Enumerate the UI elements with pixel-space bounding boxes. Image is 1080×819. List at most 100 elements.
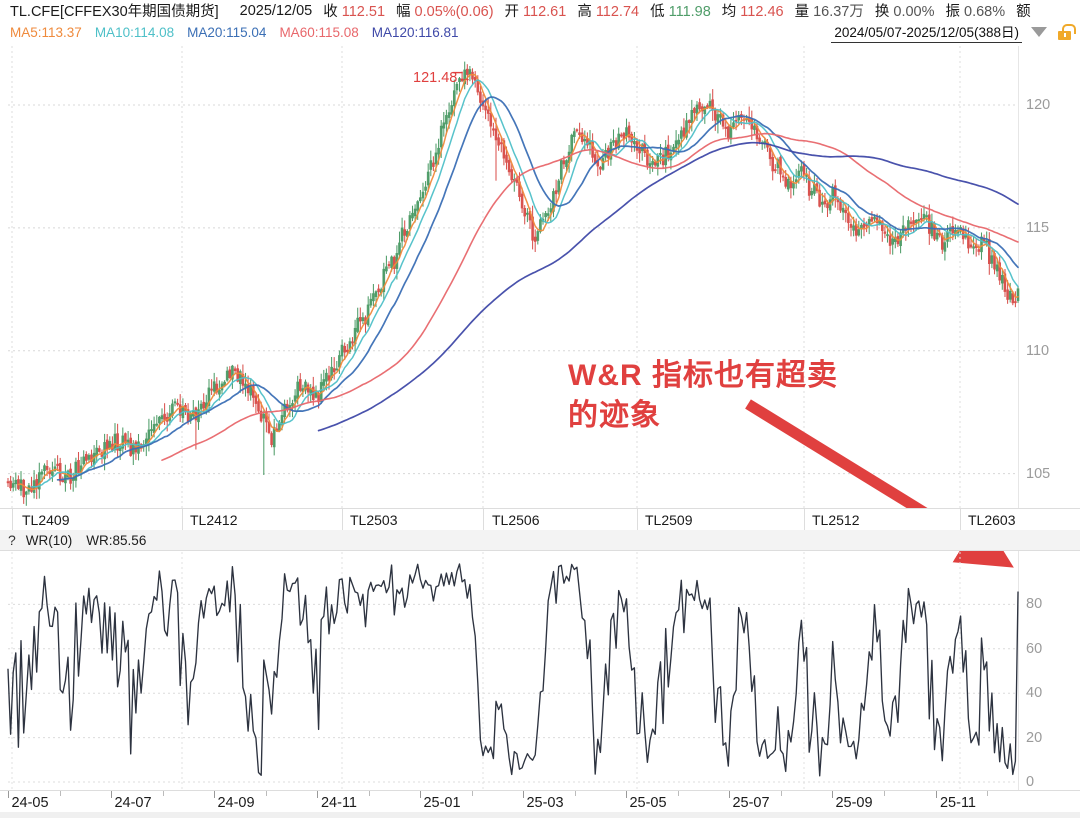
wr-y-tick-label: 80 xyxy=(1026,596,1043,613)
analysis-annotation-text: W&R 指标也有超卖 的迹象 xyxy=(568,359,838,432)
quote-field-label: 振 xyxy=(945,4,961,20)
quote-field-value: 112.51 xyxy=(341,4,386,20)
date-tick xyxy=(884,791,885,796)
date-axis-label: 25-11 xyxy=(939,795,977,811)
quote-field-value: 112.61 xyxy=(523,4,567,20)
date-tick xyxy=(420,791,421,798)
contract-tick xyxy=(483,509,484,531)
contract-tick xyxy=(960,509,961,531)
price-y-tick-label: 110 xyxy=(1026,342,1050,359)
quote-field-value: 0.68% xyxy=(964,4,1006,20)
wr-chart-panel[interactable] xyxy=(0,552,1080,790)
ma120-legend[interactable]: MA120:116.81 xyxy=(371,24,459,40)
wr-current-value: WR:85.56 xyxy=(86,532,147,548)
price-chart-panel[interactable] xyxy=(0,46,1080,508)
ma-legend-bar: MA5:113.37 MA10:114.08 MA20:115.04 MA60:… xyxy=(10,22,472,42)
quote-field-value: 16.37万 xyxy=(813,4,864,20)
date-tick xyxy=(317,791,318,798)
contract-label[interactable]: TL2603 xyxy=(968,512,1016,528)
quote-fields: 收 112.51 幅 0.05%(0.06) 开 112.61 高 112.74 低 111.98… xyxy=(312,0,1030,21)
contract-tick xyxy=(12,509,13,531)
quote-field-label: 均 xyxy=(721,4,737,20)
price-y-tick-label: 115 xyxy=(1026,219,1050,236)
wr-indicator-header[interactable]: ? WR(10) WR:85.56 xyxy=(0,530,1080,551)
wr-y-tick-label: 60 xyxy=(1026,640,1043,657)
date-tick xyxy=(987,791,988,796)
quote-field-label: 高 xyxy=(577,4,592,20)
date-range-selector[interactable]: 2024/05/07-2025/12/05(388日) xyxy=(831,21,1076,43)
lock-icon[interactable] xyxy=(1057,23,1076,40)
date-tick xyxy=(472,791,473,796)
wr-y-tick-label: 20 xyxy=(1026,729,1043,746)
date-tick xyxy=(214,791,215,798)
date-tick xyxy=(111,791,112,798)
wr-indicator-name[interactable]: WR(10) xyxy=(25,532,73,548)
date-tick xyxy=(369,791,370,796)
quote-header-bar: TL.CFE[CFFEX30年期国债期货] 2025/12/05 收 112.51… xyxy=(0,0,1080,21)
ma5-legend[interactable]: MA5:113.37 xyxy=(10,24,82,40)
contract-label[interactable]: TL2512 xyxy=(812,512,860,528)
date-axis-label: 25-03 xyxy=(526,795,564,811)
date-axis-label: 25-05 xyxy=(629,795,667,811)
contract-label-strip: TL2409 TL2412 TL2503 TL2506 TL2509 TL2512 TL26… xyxy=(0,508,1080,532)
date-tick xyxy=(626,791,627,798)
quote-field-label: 换 xyxy=(874,4,890,20)
contract-tick xyxy=(182,509,183,531)
date-axis-label: 25-07 xyxy=(732,795,770,811)
lock-shackle xyxy=(1062,23,1076,34)
contract-label[interactable]: TL2409 xyxy=(22,512,70,528)
quote-field-label: 额 xyxy=(1016,4,1031,20)
contract-label[interactable]: TL2506 xyxy=(492,512,540,528)
date-tick xyxy=(60,791,61,796)
date-range-text[interactable]: 2024/05/07-2025/12/05(388日) xyxy=(831,21,1022,43)
quote-field-value: 0.00% xyxy=(893,4,935,20)
quote-field-value: 0.05%(0.06) xyxy=(414,4,494,20)
quote-field-value: 111.98 xyxy=(668,4,711,20)
price-y-tick-label: 120 xyxy=(1026,96,1051,113)
date-tick xyxy=(8,791,9,798)
date-axis-label: 24-09 xyxy=(217,795,255,811)
symbol-name[interactable]: TL.CFE[CFFEX30年期国债期货] xyxy=(10,4,219,20)
date-tick xyxy=(523,791,524,798)
contract-label[interactable]: TL2412 xyxy=(190,512,238,528)
contract-tick xyxy=(804,509,805,531)
wr-y-tick-label: 0 xyxy=(1026,774,1035,790)
price-y-tick-label: 105 xyxy=(1026,465,1051,482)
contract-label[interactable]: TL2503 xyxy=(350,512,398,528)
axis-bottom-strip xyxy=(0,812,1080,818)
peak-price-label: 121.48→ xyxy=(413,70,472,86)
contract-label[interactable]: TL2509 xyxy=(645,512,693,528)
ma60-legend[interactable]: MA60:115.08 xyxy=(279,24,359,40)
date-tick xyxy=(163,791,164,796)
date-tick xyxy=(936,791,937,798)
contract-tick xyxy=(637,509,638,531)
quote-field-label: 收 xyxy=(323,4,338,20)
price-plot-svg xyxy=(6,46,1020,508)
wr-plot-svg xyxy=(7,552,1019,790)
date-axis-label: 25-09 xyxy=(835,795,873,811)
lock-body xyxy=(1058,30,1071,40)
quote-field-value: 112.46 xyxy=(740,4,784,20)
quote-field-label: 幅 xyxy=(396,4,411,20)
date-axis-label: 25-01 xyxy=(423,795,461,811)
quote-field-label: 量 xyxy=(794,4,810,20)
date-tick xyxy=(781,791,782,796)
quote-field-label: 低 xyxy=(650,4,665,20)
date-tick xyxy=(266,791,267,796)
wr-y-tick-label: 40 xyxy=(1026,685,1043,702)
ma10-legend[interactable]: MA10:114.08 xyxy=(94,24,175,40)
contract-tick xyxy=(342,509,343,531)
quote-field-value: 112.74 xyxy=(595,4,640,20)
quote-field-label: 开 xyxy=(504,4,520,20)
y-axis-divider xyxy=(1018,46,1019,790)
date-tick xyxy=(575,791,576,796)
ma20-legend[interactable]: MA20:115.04 xyxy=(187,24,267,40)
date-tick xyxy=(729,791,730,798)
date-axis-label: 24-05 xyxy=(11,795,49,811)
quote-date: 2025/12/05 xyxy=(239,2,313,19)
chevron-down-icon[interactable] xyxy=(1031,27,1047,37)
help-icon[interactable]: ? xyxy=(8,532,16,548)
date-axis-label: 24-07 xyxy=(114,795,152,811)
date-tick xyxy=(678,791,679,796)
